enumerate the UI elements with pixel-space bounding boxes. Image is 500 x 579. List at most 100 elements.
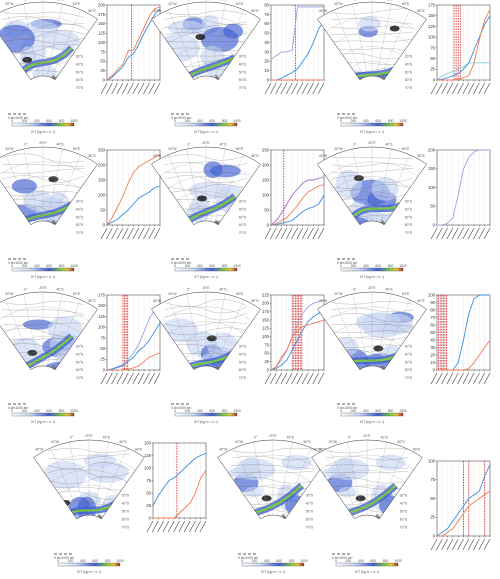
ivt-high-patch (389, 25, 400, 32)
longitude-label: 40°E (385, 287, 393, 291)
longitude-label: 60°E (236, 147, 244, 151)
longitude-label: 0° (353, 287, 357, 291)
latitude-label: 40°S (76, 352, 84, 356)
scale-bar-label: 0 km1000 km (171, 406, 192, 410)
colorbar-tick: 600 (209, 264, 215, 268)
parallel (328, 469, 406, 483)
x-tick-label-mark (435, 538, 443, 551)
y-tick-label: 0 (433, 77, 436, 82)
meridian (50, 447, 81, 517)
parallel (42, 454, 136, 470)
longitude-label: 80°E (251, 299, 259, 303)
y-tick-label: 50 (100, 346, 105, 351)
colorbar-tick: 200 (351, 264, 357, 268)
scale-bar-label: 0 km1000 km (337, 406, 358, 410)
meridian (380, 9, 410, 78)
map-panel-h: 40°W 20°W 0° 20°E 40°E 60°E 80°E 30°S 40°S 50°S 60… (151, 286, 261, 424)
y-tick-label: 50 (264, 351, 269, 356)
parallel (337, 484, 397, 495)
chart-svg: 0 10 20 30 40 50 60 70 80 (264, 2, 325, 95)
y-tick-label: 200 (262, 162, 270, 167)
x-tick-label-mark (291, 82, 298, 95)
ivt-blob (43, 461, 87, 489)
x-tick-label-mark (307, 372, 314, 385)
x-tick-label-mark (478, 227, 486, 240)
x-tick-label-mark (317, 82, 325, 95)
latitude-label: 70°S (76, 86, 84, 90)
series-line (270, 194, 325, 226)
chart-panel-h: 0 25 50 75 100 125 150 175 200 225 (252, 292, 327, 394)
x-tick-label-mark (296, 82, 304, 95)
longitude-label: 20°W (334, 147, 343, 151)
longitude-label: 60°E (236, 292, 244, 296)
parallel (50, 469, 128, 483)
map-outline (151, 1, 261, 81)
y-tick-label: 20 (264, 59, 269, 64)
x-tick-label-mark (153, 82, 161, 95)
x-tick-label-mark (280, 227, 288, 240)
parallel (342, 46, 402, 56)
parallel (325, 16, 419, 32)
colorbar (11, 412, 75, 417)
x-tick-label-mark (264, 82, 272, 95)
parallel (168, 176, 244, 189)
pressure-contour (331, 374, 413, 378)
parallel (68, 499, 110, 507)
x-tick-label-mark (462, 372, 470, 385)
y-tick-label: 50 (430, 496, 435, 501)
chart-panel-g: 0 25 50 75 100 125 150 175 (88, 292, 163, 394)
latitude-label: 60°S (405, 368, 413, 372)
colorbar-tick: 800 (388, 119, 394, 123)
longitude-label: 0° (24, 287, 28, 291)
pressure-contour (2, 248, 84, 254)
parallel (176, 336, 236, 346)
y-tick-label: 75 (100, 335, 105, 340)
chart-panel-f: 0 50 100 150 200 (418, 147, 493, 249)
x-tick-label-mark (167, 520, 175, 533)
y-tick-label: 100 (428, 458, 436, 463)
latitude-label: 40°S (239, 207, 247, 211)
meridian (5, 154, 35, 223)
y-tick-label: 250 (262, 147, 270, 152)
pressure-contour (165, 106, 247, 109)
ivt-blob (85, 461, 129, 483)
y-tick-label: 50 (264, 207, 269, 212)
x-tick-label-mark (301, 372, 309, 385)
meridian (277, 441, 293, 516)
longitude-label: 80°E (417, 154, 425, 158)
x-tick-label-mark (307, 227, 314, 240)
y-tick-label: 100 (98, 325, 106, 330)
longitude-label: 40°W (153, 154, 162, 158)
map-outline (0, 1, 98, 81)
colorbar-tick: 200 (346, 559, 352, 563)
y-tick-label: 40 (264, 40, 269, 45)
meridian (380, 299, 410, 368)
longitude-label: 40°E (103, 436, 111, 440)
x-tick-label-mark (275, 372, 282, 385)
pressure-contour (165, 251, 247, 257)
y-tick-label: 80 (430, 307, 435, 312)
x-tick-label-mark (146, 520, 154, 533)
series-line (437, 149, 490, 226)
latitude-label: 40°S (405, 207, 413, 211)
series-line (436, 62, 490, 81)
latitude-label: 50°S (239, 70, 247, 74)
meridian (47, 148, 63, 222)
x-tick-label-mark (441, 227, 448, 240)
ivt-blob (197, 226, 229, 241)
colorbar-tick: 0 (174, 119, 176, 123)
meridian (51, 299, 81, 368)
x-tick-label-mark (317, 227, 325, 240)
ivt-blob (174, 223, 208, 225)
longitude-label: 40°E (56, 0, 64, 1)
longitude-label: 0° (24, 0, 28, 1)
meridian (51, 9, 81, 78)
ivt-core (176, 195, 236, 225)
y-tick-label: 100 (98, 192, 106, 197)
parallel (234, 469, 312, 483)
ivt-blob (11, 179, 37, 194)
scale-bar-label: 0 km1000 km (171, 261, 192, 265)
colorbar-tick: 1000 (233, 119, 241, 123)
y-tick-label: 60 (430, 322, 435, 327)
y-tick-label: 200 (428, 147, 436, 152)
